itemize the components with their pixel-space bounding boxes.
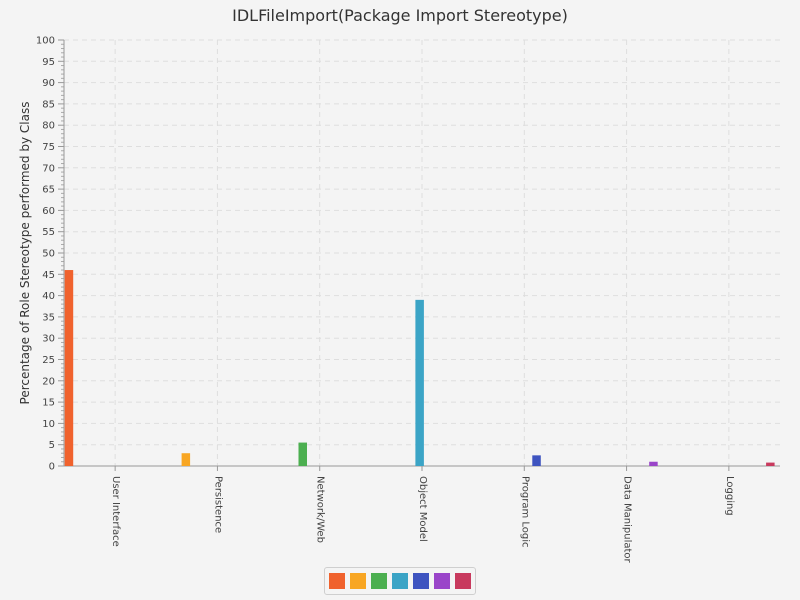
y-tick-label: 90: [42, 78, 55, 89]
chart-title: IDLFileImport(Package Import Stereotype): [232, 6, 568, 25]
y-tick-label: 55: [42, 227, 55, 238]
y-tick-label: 40: [42, 291, 55, 302]
y-tick-label: 5: [49, 440, 55, 451]
y-tick-label: 30: [42, 334, 55, 345]
x-tick-label: Logging: [724, 476, 735, 516]
y-tick-label: 70: [42, 163, 55, 174]
legend-swatch: [350, 573, 366, 589]
y-axis-title: Percentage of Role Stereotype performed …: [18, 102, 32, 405]
x-tick-label: Object Model: [417, 476, 428, 542]
x-tick-label: Program Logic: [519, 476, 530, 548]
legend-swatch: [392, 573, 408, 589]
y-tick-label: 100: [36, 36, 55, 47]
y-tick-label: 10: [42, 419, 55, 430]
bar-2: [181, 453, 191, 466]
y-tick-label: 50: [42, 249, 55, 260]
x-tick-label: Persistence: [212, 476, 223, 533]
legend-swatch: [455, 573, 471, 589]
axis-layer: 0 5 10 15 20 25 30 35 40 45 50 55 60 65 70 75 80 85 90 95 10…: [36, 36, 780, 564]
bar-3: [298, 442, 307, 466]
y-tick-label: 65: [42, 185, 55, 196]
y-tick-label: 75: [42, 142, 55, 153]
y-tick-label: 35: [42, 312, 55, 323]
y-tick-label: 15: [42, 398, 55, 409]
legend-swatch: [329, 573, 345, 589]
x-tick-label: Network/Web: [315, 476, 326, 543]
y-tick-label: 95: [42, 57, 55, 68]
grid-layer: [64, 39, 780, 466]
x-tick-label: User Interface: [110, 476, 121, 547]
legend: [324, 567, 476, 595]
y-tick-label: 80: [42, 121, 55, 132]
bar-6: [649, 461, 658, 466]
y-tick-label: 0: [49, 462, 55, 473]
legend-swatch: [413, 573, 429, 589]
bar-layer: [64, 270, 775, 466]
y-tick-label: 85: [42, 99, 55, 110]
x-tick-label: Data Manipulator: [622, 476, 633, 564]
bar-1: [64, 270, 74, 466]
bar-4: [415, 299, 424, 466]
y-tick-label: 45: [42, 270, 55, 281]
y-tick-label: 20: [42, 376, 55, 387]
y-tick-label: 60: [42, 206, 55, 217]
legend-swatch: [371, 573, 387, 589]
y-tick-label: 25: [42, 355, 55, 366]
bar-5: [532, 455, 541, 466]
legend-swatch: [434, 573, 450, 589]
bar-7: [766, 462, 775, 466]
